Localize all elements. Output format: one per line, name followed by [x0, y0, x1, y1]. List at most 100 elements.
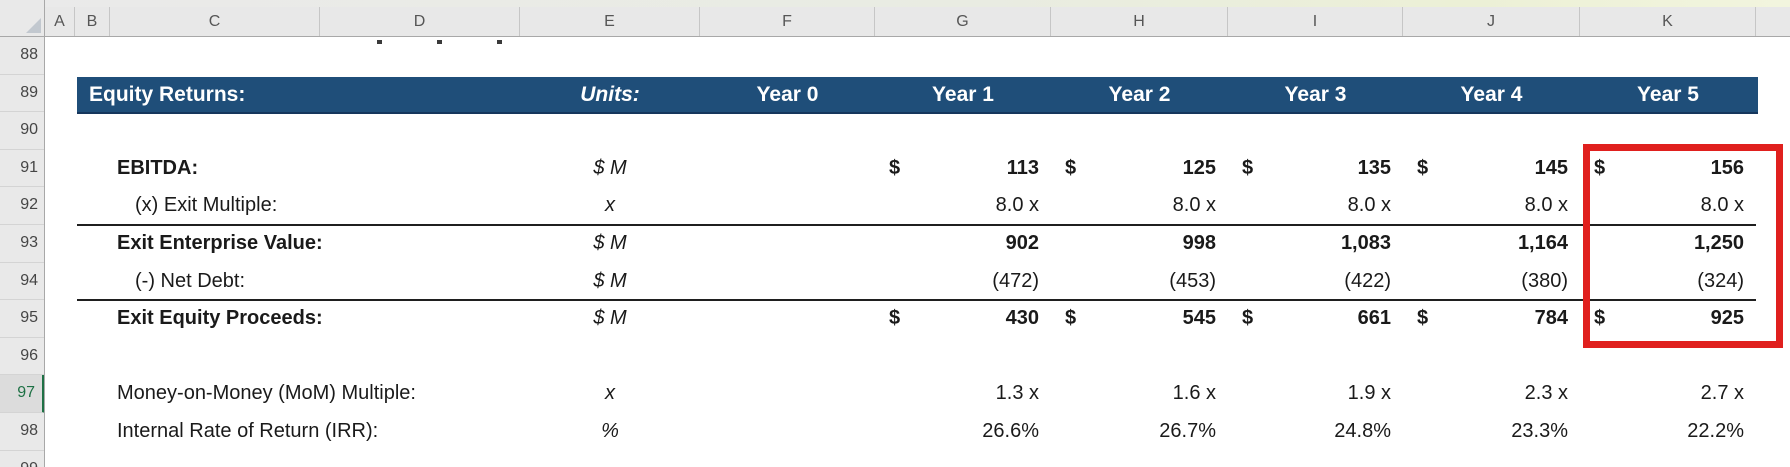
cell-exit-ev-year0[interactable] [700, 225, 875, 263]
row-header-93[interactable]: 93 [0, 225, 44, 263]
cell-exit-equity-units[interactable]: $ M [593, 307, 627, 330]
cell-ebitda-year0[interactable] [700, 150, 875, 188]
row-header-97-active[interactable]: 97 [0, 375, 44, 413]
cell-irr-units[interactable]: % [601, 420, 619, 442]
column-header-D[interactable]: D [320, 7, 520, 36]
cell-exit-multiple-year1[interactable]: 8.0 x [995, 194, 1039, 217]
row-header-92[interactable]: 92 [0, 187, 44, 225]
cell-mom-year4[interactable]: 2.3 x [1524, 382, 1568, 405]
column-header-J[interactable]: J [1403, 7, 1580, 36]
year-3-header-cell[interactable]: Year 3 [1284, 82, 1347, 106]
cell-mom-units[interactable]: x [605, 382, 615, 405]
year-4-header-cell[interactable]: Year 4 [1460, 82, 1523, 106]
cell-exit-multiple-units[interactable]: x [605, 194, 615, 217]
cell-exit-ev-label[interactable]: Exit Enterprise Value: [117, 232, 323, 254]
cell-irr-label[interactable]: Internal Rate of Return (IRR): [117, 420, 379, 442]
cell-exit-multiple-year5[interactable]: 8.0 x [1700, 194, 1744, 217]
subtotal-rule [77, 224, 1756, 226]
row-header-98[interactable]: 98 [0, 413, 44, 451]
column-header-C[interactable]: C [110, 7, 320, 36]
cell-exit-equity-year1[interactable]: $430 [875, 300, 1051, 338]
cell-mom-label[interactable]: Money-on-Money (MoM) Multiple: [117, 382, 416, 405]
cell-irr-year2[interactable]: 26.7% [1159, 420, 1216, 442]
select-all-icon [26, 18, 41, 33]
cell-exit-multiple-year4[interactable]: 8.0 x [1524, 194, 1568, 217]
cell-exit-multiple-year3[interactable]: 8.0 x [1347, 194, 1391, 217]
row-header-95[interactable]: 95 [0, 300, 44, 338]
row-header-99[interactable]: 99 [0, 451, 44, 467]
select-all-corner[interactable] [0, 0, 45, 37]
cell-exit-multiple-label[interactable]: (x) Exit Multiple: [135, 194, 278, 217]
year-2-header-cell[interactable]: Year 2 [1108, 82, 1171, 106]
year-1-header-cell[interactable]: Year 1 [932, 82, 994, 106]
cell-ebitda-year3[interactable]: $135 [1228, 150, 1403, 188]
cell-exit-ev-year1[interactable]: 902 [1005, 232, 1039, 254]
row-header-91[interactable]: 91 [0, 150, 44, 188]
year-5-header-cell[interactable]: Year 5 [1637, 82, 1699, 106]
column-header-I[interactable]: I [1228, 7, 1403, 36]
cell-net-debt-year0[interactable] [700, 263, 875, 301]
cell-exit-ev-year2[interactable]: 998 [1182, 232, 1216, 254]
column-header-B[interactable]: B [75, 7, 110, 36]
cell-irr-year4[interactable]: 23.3% [1511, 420, 1568, 442]
section-header-bar: Equity Returns: Units: Year 0 Year 1 Yea… [77, 76, 1758, 114]
cell-mom-year3[interactable]: 1.9 x [1347, 382, 1391, 405]
units-header-cell[interactable]: Units: [580, 82, 640, 106]
cell-exit-equity-year4[interactable]: $784 [1403, 300, 1580, 338]
cell-net-debt-year2[interactable]: (453) [1169, 269, 1216, 292]
cell-irr-year3[interactable]: 24.8% [1334, 420, 1391, 442]
row-header-94[interactable]: 94 [0, 263, 44, 301]
value: 125 [1182, 156, 1216, 179]
column-header-E[interactable]: E [520, 7, 700, 36]
cell-mom-year1[interactable]: 1.3 x [995, 382, 1039, 405]
column-header-A[interactable]: A [45, 7, 75, 36]
cell-mom-year0[interactable] [700, 375, 875, 413]
cell-irr-year5[interactable]: 22.2% [1687, 420, 1744, 442]
row-header-89[interactable]: 89 [0, 75, 44, 113]
column-header-F[interactable]: F [700, 7, 875, 36]
row-ebitda: EBITDA: $ M $113 $125 $135 $145 $156 [75, 150, 1756, 188]
cell-net-debt-label[interactable]: (-) Net Debt: [135, 269, 246, 292]
cell-exit-multiple-year0[interactable] [700, 187, 875, 225]
cell-exit-ev-year3[interactable]: 1,083 [1340, 232, 1391, 254]
cell-mom-year2[interactable]: 1.6 x [1172, 382, 1216, 405]
year-0-header-cell[interactable]: Year 0 [756, 82, 819, 106]
row-header-88[interactable]: 88 [0, 37, 44, 75]
cell-ebitda-units[interactable]: $ M [593, 156, 627, 179]
cell-exit-equity-year0[interactable] [700, 300, 875, 338]
cell-irr-year1[interactable]: 26.6% [982, 420, 1039, 442]
cell-mom-year5[interactable]: 2.7 x [1700, 382, 1744, 405]
value: 113 [1006, 156, 1039, 179]
cell-net-debt-year4[interactable]: (380) [1521, 269, 1568, 292]
cell-ebitda-year5[interactable]: $156 [1580, 150, 1756, 188]
cell-ebitda-year1[interactable]: $113 [875, 150, 1051, 188]
cell-ebitda-year2[interactable]: $125 [1051, 150, 1228, 188]
value: 925 [1710, 307, 1744, 330]
value: 135 [1357, 156, 1391, 179]
cell-ebitda-label[interactable]: EBITDA: [117, 156, 199, 179]
value: 156 [1710, 156, 1744, 179]
cell-net-debt-year3[interactable]: (422) [1344, 269, 1391, 292]
cell-irr-year0[interactable] [700, 413, 875, 451]
column-header-K[interactable]: K [1580, 7, 1756, 36]
cell-exit-equity-year3[interactable]: $661 [1228, 300, 1403, 338]
cell-exit-ev-units[interactable]: $ M [593, 232, 627, 254]
cell-net-debt-year5[interactable]: (324) [1697, 269, 1744, 292]
column-header-G[interactable]: G [875, 7, 1051, 36]
cell-exit-equity-label[interactable]: Exit Equity Proceeds: [117, 307, 323, 330]
row-exit-enterprise-value: Exit Enterprise Value: $ M 902 998 1,083… [75, 225, 1756, 263]
cell-net-debt-year1[interactable]: (472) [992, 269, 1039, 292]
row-header-96[interactable]: 96 [0, 338, 44, 376]
cell-ebitda-year4[interactable]: $145 [1403, 150, 1580, 188]
cell-exit-ev-year5[interactable]: 1,250 [1693, 232, 1744, 254]
currency-symbol: $ [1417, 156, 1429, 179]
cell-exit-ev-year4[interactable]: 1,164 [1517, 232, 1568, 254]
column-header-H[interactable]: H [1051, 7, 1228, 36]
cell-exit-equity-year2[interactable]: $545 [1051, 300, 1228, 338]
cell-exit-equity-year5[interactable]: $925 [1580, 300, 1756, 338]
section-title-cell[interactable]: Equity Returns: [89, 82, 246, 106]
cell-exit-multiple-year2[interactable]: 8.0 x [1172, 194, 1216, 217]
cell-net-debt-units[interactable]: $ M [593, 269, 627, 292]
row-header-90[interactable]: 90 [0, 112, 44, 150]
